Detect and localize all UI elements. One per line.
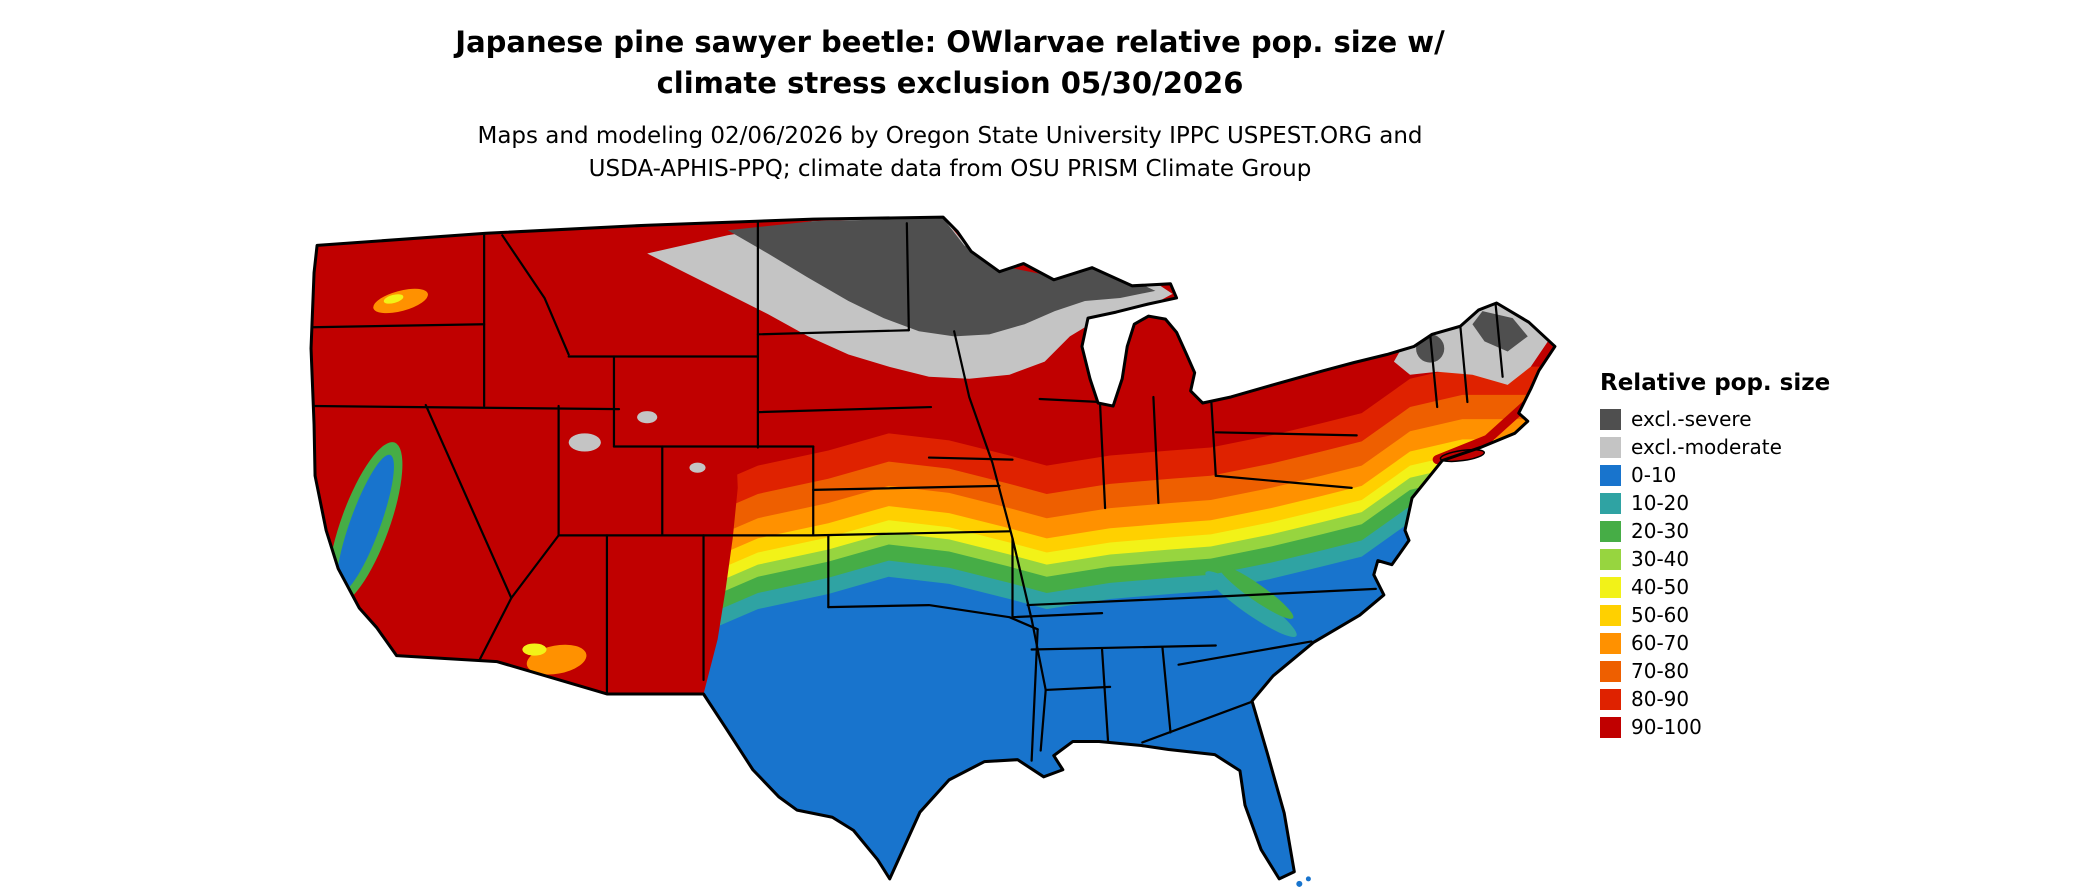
us-choropleth-map bbox=[305, 205, 1563, 892]
legend-label: 70-80 bbox=[1631, 659, 1690, 683]
legend-label: 10-20 bbox=[1631, 491, 1690, 515]
title-block: Japanese pine sawyer beetle: OWlarvae re… bbox=[250, 22, 1650, 185]
subtitle-line-2: USDA-APHIS-PPQ; climate data from OSU PR… bbox=[588, 155, 1312, 182]
legend-label: 30-40 bbox=[1631, 547, 1690, 571]
legend-entry: excl.-moderate bbox=[1600, 435, 1900, 459]
legend-entry: 30-40 bbox=[1600, 547, 1900, 571]
legend-label: 0-10 bbox=[1631, 463, 1677, 487]
legend-label: 90-100 bbox=[1631, 715, 1702, 739]
exclusion-moderate-rockies bbox=[689, 462, 706, 473]
legend-label: excl.-severe bbox=[1631, 407, 1752, 431]
central-valley-core bbox=[336, 454, 394, 592]
florida-keys-dot bbox=[1296, 880, 1303, 887]
legend-entry: 60-70 bbox=[1600, 631, 1900, 655]
patch-columbia-basin-core bbox=[383, 294, 404, 304]
us-outline bbox=[309, 215, 1557, 881]
legend-entries: excl.-severe excl.-moderate 0-10 10-20 20-30… bbox=[1600, 407, 1900, 739]
state-borders bbox=[311, 220, 1504, 762]
legend-swatch bbox=[1600, 464, 1621, 486]
exclusion-severe-north bbox=[727, 218, 1156, 337]
legend-label: 50-60 bbox=[1631, 603, 1690, 627]
exclusion-severe-maine bbox=[1472, 311, 1528, 352]
patch-appalachian-teal bbox=[1205, 571, 1297, 637]
title-line-1: Japanese pine sawyer beetle: OWlarvae re… bbox=[455, 25, 1445, 59]
legend-swatch bbox=[1600, 660, 1621, 682]
patch-appalachian-green bbox=[1218, 565, 1294, 619]
legend-swatch bbox=[1600, 548, 1621, 570]
legend: Relative pop. size excl.-severe excl.-mod… bbox=[1600, 370, 1900, 744]
legend-swatch bbox=[1600, 408, 1621, 430]
legend-entry: 90-100 bbox=[1600, 715, 1900, 739]
legend-entry: 10-20 bbox=[1600, 491, 1900, 515]
legend-entry: 70-80 bbox=[1600, 659, 1900, 683]
legend-swatch bbox=[1600, 520, 1621, 542]
legend-entry: 40-50 bbox=[1600, 575, 1900, 599]
legend-swatch bbox=[1600, 688, 1621, 710]
exclusion-moderate-salt-flats bbox=[568, 433, 601, 452]
legend-entry: 20-30 bbox=[1600, 519, 1900, 543]
legend-swatch bbox=[1600, 492, 1621, 514]
legend-label: excl.-moderate bbox=[1631, 435, 1782, 459]
legend-entry: 80-90 bbox=[1600, 687, 1900, 711]
legend-entry: 0-10 bbox=[1600, 463, 1900, 487]
legend-swatch bbox=[1600, 604, 1621, 626]
legend-label: 80-90 bbox=[1631, 687, 1690, 711]
us-map-svg bbox=[309, 215, 1557, 887]
legend-swatch bbox=[1600, 716, 1621, 738]
legend-label: 20-30 bbox=[1631, 519, 1690, 543]
exclusion-moderate-wyoming bbox=[637, 411, 658, 424]
patch-sonoran-core bbox=[522, 643, 547, 656]
legend-label: 40-50 bbox=[1631, 575, 1690, 599]
patch-columbia-basin bbox=[373, 288, 428, 314]
map-fill-layers bbox=[311, 217, 1555, 879]
title-line-2: climate stress exclusion 05/30/2026 bbox=[656, 66, 1244, 101]
legend-label: 60-70 bbox=[1631, 631, 1690, 655]
page-title: Japanese pine sawyer beetle: OWlarvae re… bbox=[250, 22, 1650, 104]
florida-keys-dot bbox=[1305, 876, 1311, 882]
legend-swatch bbox=[1600, 436, 1621, 458]
legend-entry: 50-60 bbox=[1600, 603, 1900, 627]
legend-title: Relative pop. size bbox=[1600, 370, 1831, 396]
legend-swatch bbox=[1600, 632, 1621, 654]
legend-entry: excl.-severe bbox=[1600, 407, 1900, 431]
page-subtitle: Maps and modeling 02/06/2026 by Oregon S… bbox=[250, 120, 1650, 184]
legend-swatch bbox=[1600, 576, 1621, 598]
subtitle-line-1: Maps and modeling 02/06/2026 by Oregon S… bbox=[477, 123, 1423, 150]
central-valley bbox=[328, 442, 403, 605]
